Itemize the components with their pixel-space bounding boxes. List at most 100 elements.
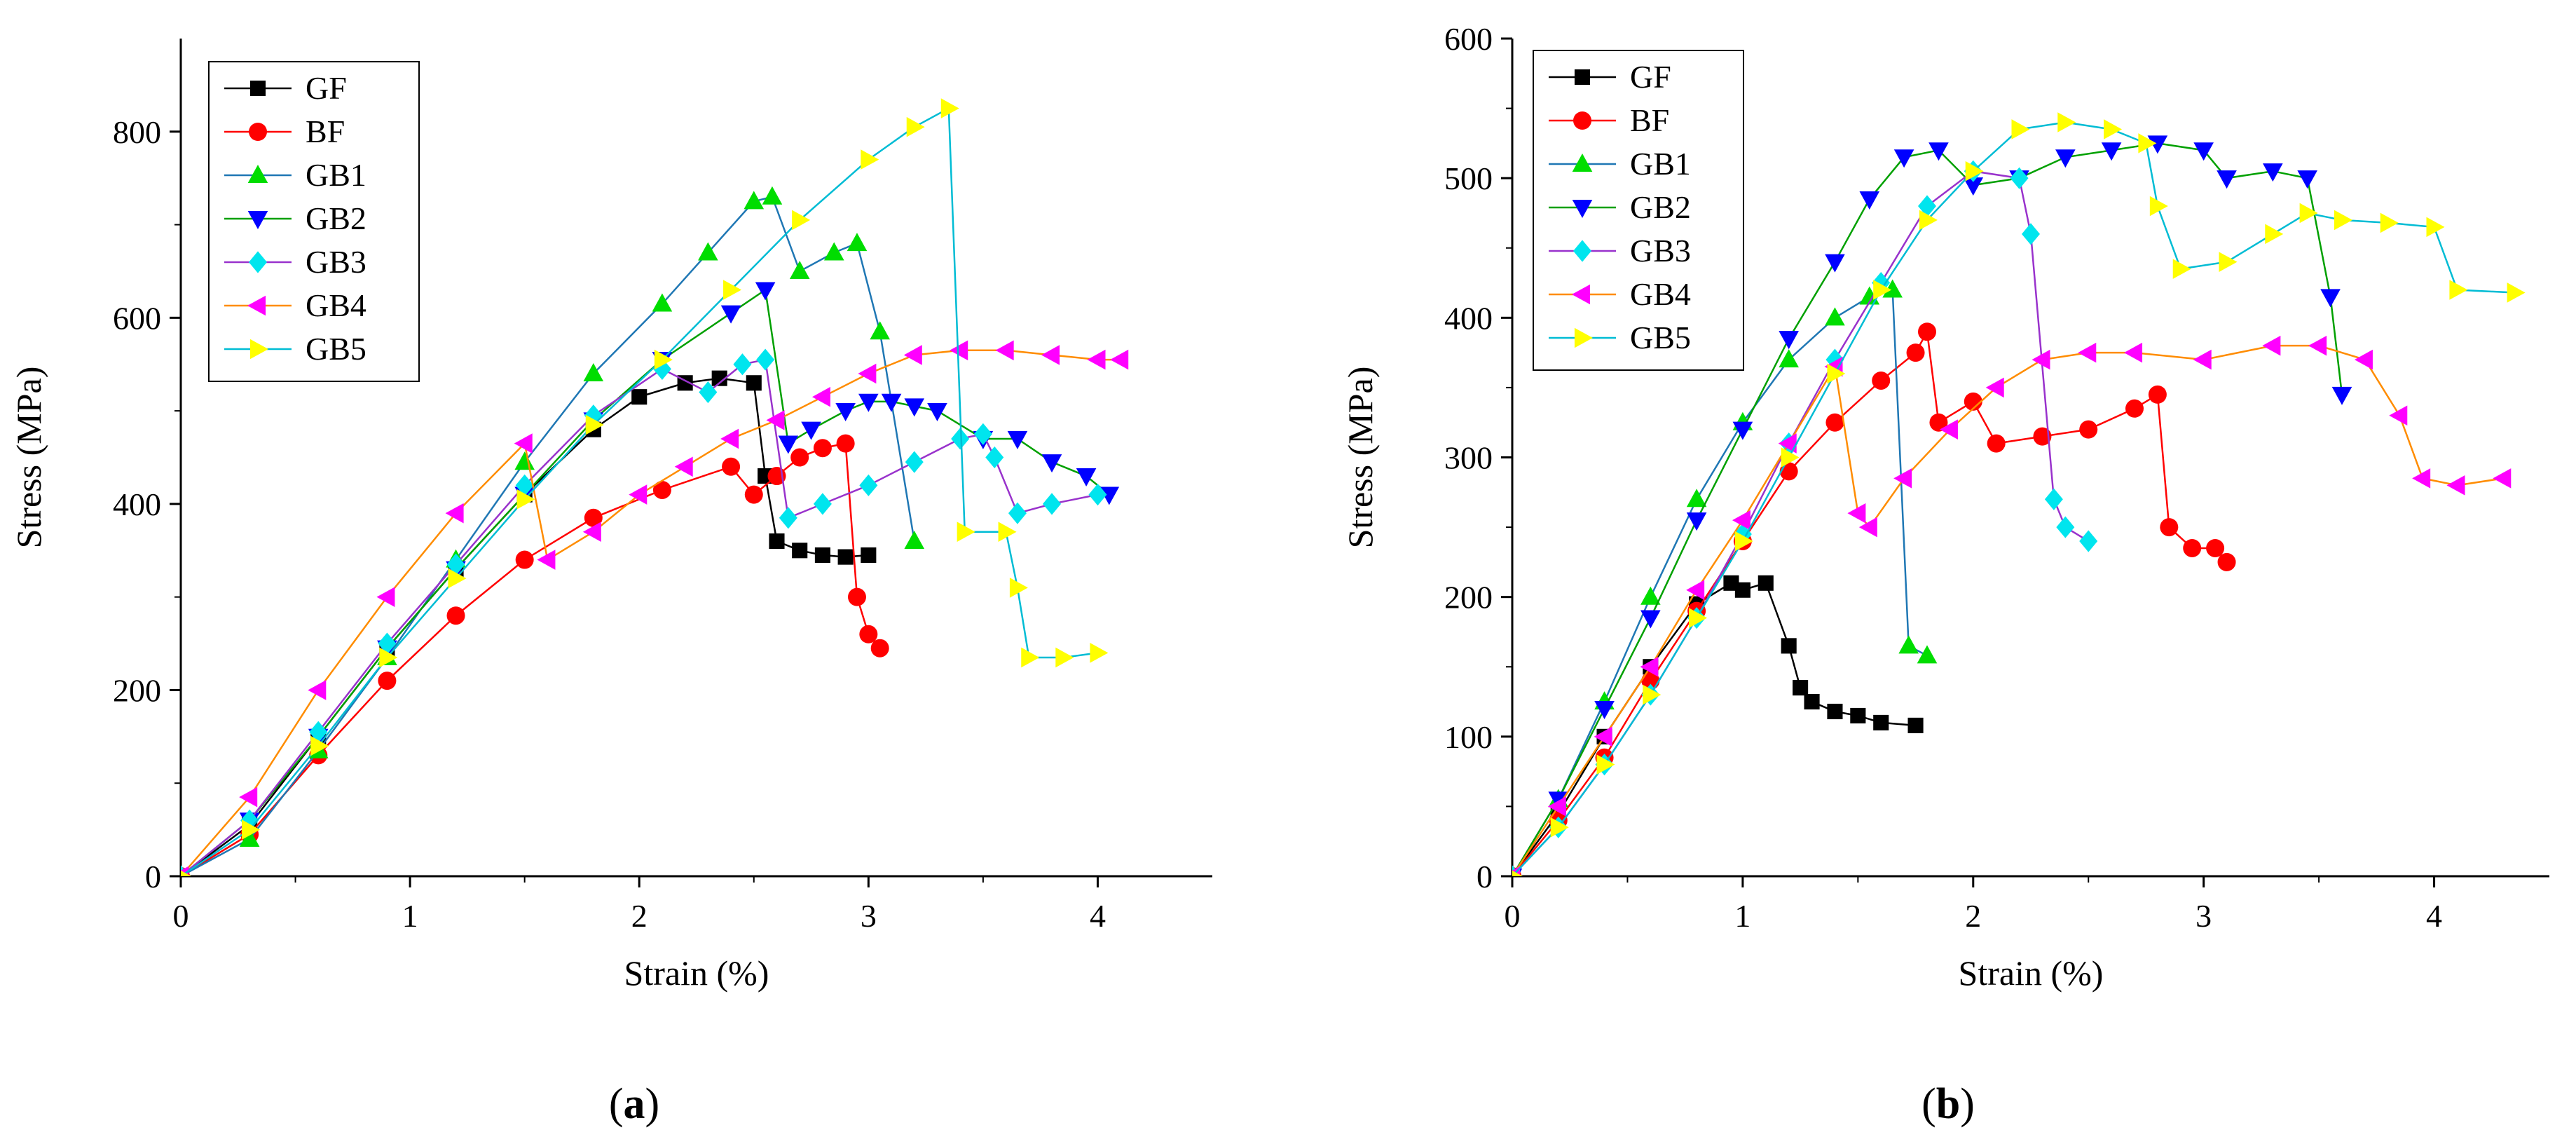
data-point-gb3 <box>699 381 718 404</box>
legend-label-bf: BF <box>306 114 345 149</box>
chart-panel-a: 0 1 2 3 4 0 200 400 600 800 Strain (%) Stress (MPa)… <box>9 39 1212 1128</box>
data-point-gb4 <box>1985 377 2004 398</box>
data-point-gb2 <box>2297 170 2317 189</box>
data-point-gb4 <box>445 503 464 524</box>
data-point-gb4 <box>2446 475 2465 496</box>
data-point-gb4 <box>2389 405 2408 426</box>
data-point-gb1 <box>652 293 673 312</box>
data-point-gf <box>1781 638 1797 654</box>
data-point-gb1 <box>583 363 604 382</box>
y-tick-label: 300 <box>1444 440 1493 476</box>
data-point-bf <box>1906 343 1925 362</box>
data-point-bf <box>836 434 855 453</box>
data-point-gb2 <box>2217 170 2237 189</box>
series-line-gb1 <box>181 196 915 876</box>
x-tick-label: 1 <box>1734 898 1751 934</box>
data-point-gb3 <box>2022 223 2040 245</box>
data-point-gb3 <box>1918 195 1936 217</box>
legend-marker-gf <box>1574 69 1591 86</box>
data-point-gb3 <box>905 451 924 473</box>
data-point-gb3 <box>1008 502 1027 524</box>
data-point-gb2 <box>1594 700 1615 719</box>
data-point-gb5 <box>1643 684 1662 705</box>
series-line-bf <box>1512 329 2228 876</box>
data-point-gf <box>1850 707 1866 724</box>
data-point-gf <box>1758 575 1774 591</box>
legend-label-gf: GF <box>306 70 347 106</box>
data-point-bf <box>2079 420 2098 439</box>
data-point-gb5 <box>2334 210 2352 231</box>
data-point-gb5 <box>906 116 925 137</box>
legend-item-gb5: GB5 <box>224 331 366 367</box>
data-point-gb4 <box>720 428 739 449</box>
data-point-gb3 <box>973 423 992 445</box>
x-tick-label: 0 <box>173 898 189 934</box>
legend-item-gb1: GB1 <box>1549 146 1691 182</box>
legend-item-gb2: GB2 <box>224 200 366 236</box>
data-point-bf <box>2148 385 2167 404</box>
legend-item-bf: BF <box>1549 102 1669 138</box>
data-point-gb3 <box>1872 271 1891 294</box>
y-tick-label: 200 <box>113 672 161 708</box>
data-point-gb4 <box>239 786 258 808</box>
panel-label: (a) <box>609 1080 659 1128</box>
data-point-gb1 <box>1825 307 1845 326</box>
data-point-gb2 <box>1859 191 1880 210</box>
legend: GF BF GB1 GB2 GB3 GB4 GB5 <box>208 61 420 382</box>
data-point-bf <box>813 439 832 458</box>
data-point-gf <box>1827 703 1843 720</box>
y-tick-label: 0 <box>145 859 161 894</box>
data-point-gb5 <box>2149 196 2168 217</box>
data-point-gb5 <box>1512 870 1523 876</box>
data-point-gb4 <box>1847 503 1866 524</box>
data-point-gb3 <box>813 493 832 515</box>
data-point-gb5 <box>2449 280 2468 300</box>
data-point-bf <box>2217 552 2236 571</box>
data-point-gb5 <box>2219 252 2238 272</box>
x-tick-label: 4 <box>2426 898 2442 934</box>
x-tick-label: 3 <box>861 898 877 934</box>
series-gb3 <box>181 348 1107 876</box>
legend-marker-gb2 <box>247 210 268 229</box>
data-point-gb3 <box>1825 348 1844 371</box>
data-point-bf <box>1929 413 1948 432</box>
data-point-bf <box>1918 322 1936 341</box>
series-line-gb1 <box>1512 288 1928 876</box>
data-point-gb2 <box>1825 254 1845 273</box>
data-point-bf <box>378 672 397 690</box>
legend-label-gb5: GB5 <box>1630 320 1691 355</box>
data-point-bf <box>1872 371 1891 390</box>
data-point-gf <box>837 549 854 565</box>
legend-label-gf: GF <box>1630 59 1671 95</box>
data-point-gb2 <box>1732 421 1753 440</box>
legend-item-gb3: GB3 <box>1549 233 1691 268</box>
x-axis-title: Strain (%) <box>1959 953 2104 993</box>
y-tick-label: 100 <box>1444 719 1493 755</box>
data-point-bf <box>584 508 603 527</box>
data-point-bf <box>847 587 866 606</box>
data-point-gb3 <box>2079 530 2098 552</box>
data-point-gf <box>1804 693 1820 710</box>
series-bf <box>1512 322 2236 876</box>
data-point-gb5 <box>1055 647 1074 668</box>
data-point-gb2 <box>2055 149 2076 168</box>
data-point-gb3 <box>733 353 752 376</box>
data-point-gb5 <box>379 647 398 668</box>
data-point-gb2 <box>1640 610 1661 629</box>
legend-item-gb3: GB3 <box>224 244 366 280</box>
y-tick-label: 400 <box>113 486 161 522</box>
data-point-gb3 <box>446 553 465 576</box>
legend-marker-bf <box>1573 111 1591 130</box>
legend-label-bf: BF <box>1630 102 1669 138</box>
x-tick-label: 1 <box>402 898 418 934</box>
data-point-bf <box>515 550 534 569</box>
data-point-bf <box>790 448 809 467</box>
legend-item-gb2: GB2 <box>1549 189 1691 225</box>
series-line-gb2 <box>1512 142 2343 876</box>
data-point-gb4 <box>376 587 395 607</box>
panel-label: (b) <box>1921 1080 1975 1128</box>
data-point-gb4 <box>2193 349 2212 370</box>
y-tick-label: 500 <box>1444 161 1493 196</box>
data-point-gb4 <box>766 410 785 430</box>
